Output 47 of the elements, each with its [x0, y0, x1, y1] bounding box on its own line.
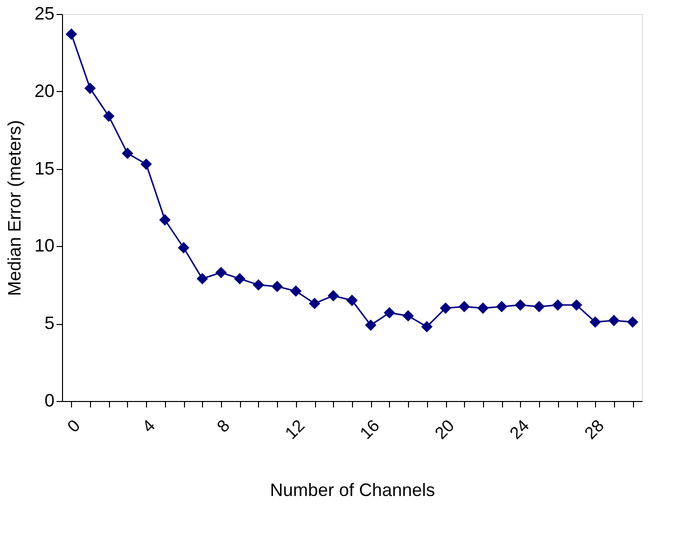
x-tick-label: 20	[431, 416, 458, 443]
point	[458, 300, 470, 312]
y-tick-label: 0	[44, 390, 54, 410]
y-tick-label: 15	[34, 158, 54, 178]
point	[514, 299, 526, 311]
point	[626, 316, 638, 328]
point	[252, 279, 264, 291]
x-tick-label: 0	[64, 416, 84, 436]
point	[290, 285, 302, 297]
point	[215, 266, 227, 278]
point	[440, 302, 452, 314]
point	[496, 300, 508, 312]
point	[178, 242, 190, 254]
point	[608, 314, 620, 326]
point	[271, 280, 283, 292]
point	[477, 302, 489, 314]
point	[533, 300, 545, 312]
point	[84, 82, 96, 94]
point	[328, 290, 339, 302]
point	[159, 214, 171, 226]
point	[122, 148, 134, 160]
x-tick-label: 12	[282, 416, 308, 443]
y-tick-label: 10	[34, 236, 54, 256]
point	[365, 319, 376, 331]
point	[346, 294, 358, 306]
y-tick-label: 5	[44, 313, 54, 334]
x-tick-label: 24	[506, 416, 533, 443]
point	[140, 158, 152, 170]
point	[234, 273, 246, 284]
x-tick-label: 8	[213, 416, 234, 436]
point	[421, 320, 433, 332]
point	[402, 310, 414, 322]
x-tick-label: 28	[580, 416, 608, 443]
x-tick-label: 16	[356, 416, 384, 443]
y-tick-label: 25	[34, 4, 54, 24]
x-axis-title: Number of Channels	[270, 480, 436, 500]
point	[308, 298, 320, 310]
point	[196, 273, 208, 284]
point	[103, 110, 114, 122]
y-tick-label: 20	[34, 80, 54, 101]
point	[384, 307, 396, 318]
x-tick-label: 4	[138, 416, 159, 436]
point	[570, 299, 582, 311]
point	[66, 28, 78, 40]
y-axis-title: Median Error (meters)	[4, 120, 24, 296]
point	[590, 316, 601, 328]
point	[552, 299, 564, 311]
